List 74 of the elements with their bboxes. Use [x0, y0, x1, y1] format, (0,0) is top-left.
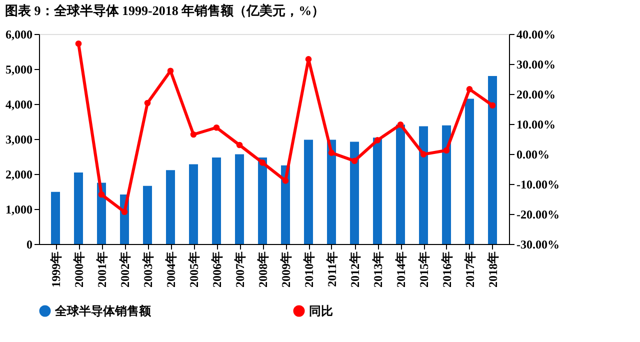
bar	[419, 126, 428, 244]
x-tick-label: 2005年	[187, 252, 201, 288]
y2-tick-label: 40.00%	[516, 28, 556, 42]
point	[144, 100, 151, 106]
y-tick-label: 2,000	[6, 168, 32, 182]
x-tick-label: 2007年	[233, 252, 247, 288]
bar	[258, 158, 267, 244]
x-tick-label: 2015年	[417, 252, 431, 288]
x-tick-label: 2013年	[371, 252, 385, 288]
y-tick-label: 6,000	[6, 28, 32, 42]
y2-tick-label: 0.00%	[516, 148, 550, 162]
x-tick-label: 2017年	[463, 252, 477, 288]
legend-label: 全球半导体销售额	[54, 304, 152, 318]
point	[282, 178, 289, 184]
x-tick-label: 2000年	[72, 252, 86, 288]
x-tick-label: 2002年	[118, 252, 132, 288]
x-tick-label: 2010年	[302, 252, 316, 288]
point	[443, 147, 450, 154]
x-tick-label: 2009年	[279, 252, 293, 288]
point	[259, 160, 266, 166]
y-tick-label: 3,000	[6, 132, 32, 146]
bar	[396, 124, 405, 244]
x-tick-label: 2012年	[348, 252, 362, 288]
x-tick-label: 2003年	[141, 252, 155, 288]
bar	[350, 142, 359, 244]
bar	[327, 140, 336, 244]
point	[397, 121, 404, 128]
point	[374, 137, 381, 144]
x-tick-label: 2004年	[164, 252, 178, 288]
legend-label: 同比	[309, 304, 333, 318]
point	[98, 191, 105, 198]
chart-title: 图表 9：全球半导体 1999-2018 年销售额（亿美元，%）	[5, 3, 325, 18]
x-tick-label: 2014年	[394, 252, 408, 288]
point	[420, 151, 427, 158]
x-tick-label: 2006年	[210, 252, 224, 288]
y-tick-label: 5,000	[6, 62, 32, 76]
point	[190, 131, 197, 138]
y-tick-label: 4,000	[6, 98, 32, 112]
bar	[304, 140, 313, 244]
x-tick-label: 2008年	[256, 252, 270, 288]
x-tick-label: 1999年	[49, 252, 63, 288]
y2-tick-label: -30.00%	[516, 238, 560, 252]
bar	[166, 170, 175, 244]
y2-tick-label: 20.00%	[516, 88, 556, 102]
x-tick-label: 2016年	[440, 252, 454, 288]
x-tick-label: 2011年	[325, 252, 339, 287]
bar	[143, 186, 152, 244]
y2-tick-label: -10.00%	[516, 178, 560, 192]
x-tick-label: 2018年	[486, 252, 500, 288]
bar	[235, 154, 244, 244]
point	[121, 208, 128, 216]
bar	[465, 98, 474, 244]
point	[466, 86, 473, 92]
point	[489, 102, 496, 109]
bar	[212, 158, 221, 244]
point	[351, 158, 358, 164]
point	[328, 150, 335, 156]
bar	[51, 192, 60, 244]
point	[75, 40, 82, 47]
point	[236, 142, 243, 148]
y2-tick-label: 30.00%	[516, 58, 556, 72]
bar	[74, 172, 83, 244]
y2-tick-label: 10.00%	[516, 118, 556, 132]
point	[305, 56, 312, 62]
point	[167, 68, 174, 74]
bar	[488, 76, 497, 244]
y-tick-label: 1,000	[6, 202, 32, 216]
bar	[189, 164, 198, 244]
y2-tick-label: -20.00%	[516, 208, 560, 222]
x-tick-label: 2001年	[95, 252, 109, 288]
bar	[373, 138, 382, 244]
y-tick-label: 0	[26, 238, 32, 252]
bar	[442, 125, 451, 244]
point	[213, 124, 220, 131]
